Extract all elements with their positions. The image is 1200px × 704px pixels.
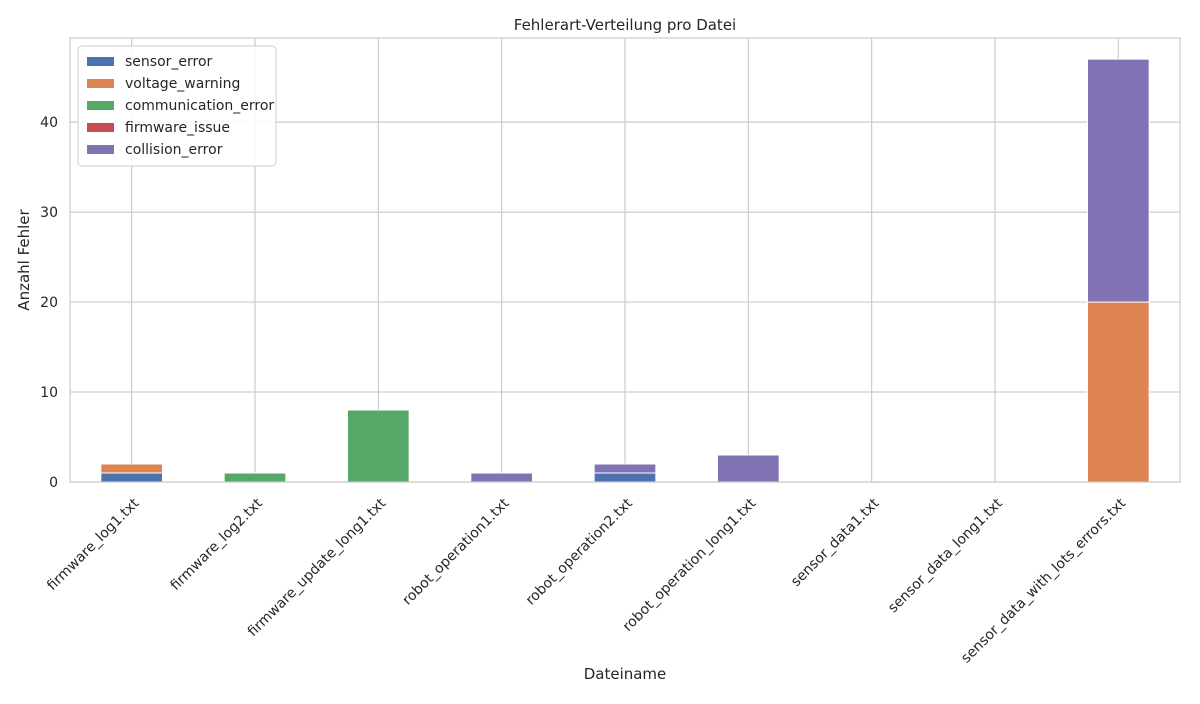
legend-box	[77, 45, 277, 167]
y-axis-label: Anzahl Fehler	[15, 208, 33, 310]
x-tick-label: robot_operation_long1.txt	[620, 495, 760, 635]
bar-segment-collision-error	[470, 472, 534, 483]
legend-label: collision_error	[125, 142, 223, 158]
legend-swatch	[87, 79, 114, 88]
bar-segment-sensor-error	[593, 472, 657, 483]
legend-label: firmware_issue	[125, 120, 230, 136]
x-tick-label: firmware_log1.txt	[44, 495, 143, 594]
bar-segment-collision-error	[717, 454, 780, 483]
x-axis-label: Dateiname	[584, 665, 667, 683]
x-tick-label: sensor_data_long1.txt	[885, 495, 1006, 616]
y-tick-label: 10	[40, 385, 58, 401]
legend-swatch	[87, 57, 114, 66]
x-tick-label: robot_operation2.txt	[523, 495, 636, 608]
bar-segment-collision-error	[1087, 58, 1150, 303]
x-tick-label: firmware_update_long1.txt	[245, 495, 390, 640]
bar-segment-communication-error	[223, 472, 287, 483]
legend-label: communication_error	[125, 98, 274, 114]
bar-segment-voltage-warning	[100, 463, 164, 474]
x-tick-label: firmware_log2.txt	[168, 495, 267, 594]
y-tick-label: 40	[40, 115, 58, 131]
legend-label: voltage_warning	[125, 76, 240, 92]
x-tick-label: sensor_data1.txt	[788, 495, 883, 590]
bar-segment-collision-error	[593, 463, 657, 474]
x-tick-label: robot_operation1.txt	[400, 495, 513, 608]
chart-title: Fehlerart-Verteilung pro Datei	[514, 16, 736, 34]
legend-swatch	[87, 101, 114, 110]
bar-segment-voltage-warning	[1087, 301, 1150, 483]
legend-swatch	[87, 123, 114, 132]
plot-frame	[69, 37, 1181, 483]
bars-layer	[100, 58, 1150, 483]
y-tick-label: 30	[40, 205, 58, 221]
legend-label: sensor_error	[125, 54, 213, 70]
legend: sensor_error voltage_warning communication…	[77, 45, 277, 167]
legend-swatch	[87, 145, 114, 154]
y-tick-label: 0	[49, 475, 58, 491]
bar-segment-sensor-error	[100, 472, 164, 483]
bar-segment-communication-error	[347, 409, 410, 483]
y-tick-label: 20	[40, 295, 58, 311]
